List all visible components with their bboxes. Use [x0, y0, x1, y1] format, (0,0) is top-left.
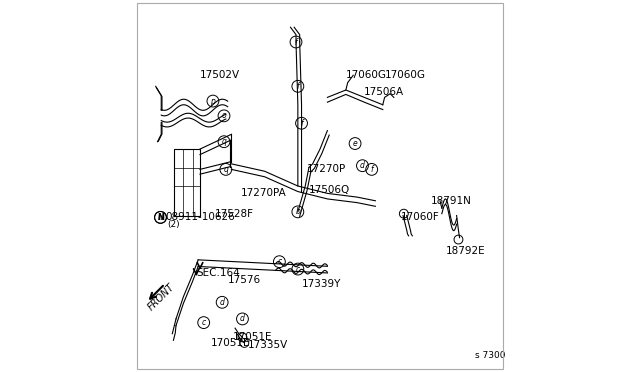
Text: 17051E: 17051E — [211, 338, 251, 348]
Text: o: o — [221, 111, 227, 121]
Text: c: c — [296, 264, 300, 273]
Text: q: q — [221, 137, 227, 146]
Text: e: e — [353, 139, 358, 148]
Text: 18792E: 18792E — [445, 246, 485, 256]
Text: FRONT: FRONT — [146, 282, 177, 312]
Text: SEC.164: SEC.164 — [196, 268, 240, 278]
Text: c: c — [202, 318, 206, 327]
Text: 17060G: 17060G — [385, 70, 426, 80]
Text: 17060F: 17060F — [401, 212, 440, 222]
Text: 17051E: 17051E — [233, 332, 273, 342]
Text: f: f — [371, 165, 373, 174]
Text: 17335V: 17335V — [248, 340, 288, 350]
Text: f: f — [300, 119, 303, 128]
Text: 17270PA: 17270PA — [241, 188, 286, 198]
Text: 08911-10626: 08911-10626 — [165, 212, 235, 222]
Text: p: p — [211, 97, 216, 106]
Text: 17060G: 17060G — [346, 70, 387, 80]
Text: 17576: 17576 — [228, 275, 261, 285]
Text: 17502V: 17502V — [200, 70, 240, 80]
Text: 17528F: 17528F — [215, 209, 254, 219]
Text: 17339Y: 17339Y — [301, 279, 341, 289]
Text: c: c — [277, 257, 282, 266]
Text: s 7300: s 7300 — [475, 351, 506, 360]
Text: 18791N: 18791N — [431, 196, 472, 206]
Text: b: b — [296, 207, 300, 217]
Text: d: d — [240, 314, 245, 323]
Text: (2): (2) — [167, 220, 179, 229]
Text: N: N — [157, 213, 163, 222]
Text: 17270P: 17270P — [307, 164, 346, 174]
Text: 17506A: 17506A — [364, 87, 404, 97]
Text: q: q — [223, 165, 228, 174]
Text: N: N — [157, 213, 164, 222]
Text: f: f — [294, 38, 298, 46]
Text: d: d — [360, 161, 365, 170]
Text: d: d — [220, 298, 225, 307]
Text: f: f — [296, 82, 299, 91]
Text: 17506Q: 17506Q — [309, 185, 350, 195]
